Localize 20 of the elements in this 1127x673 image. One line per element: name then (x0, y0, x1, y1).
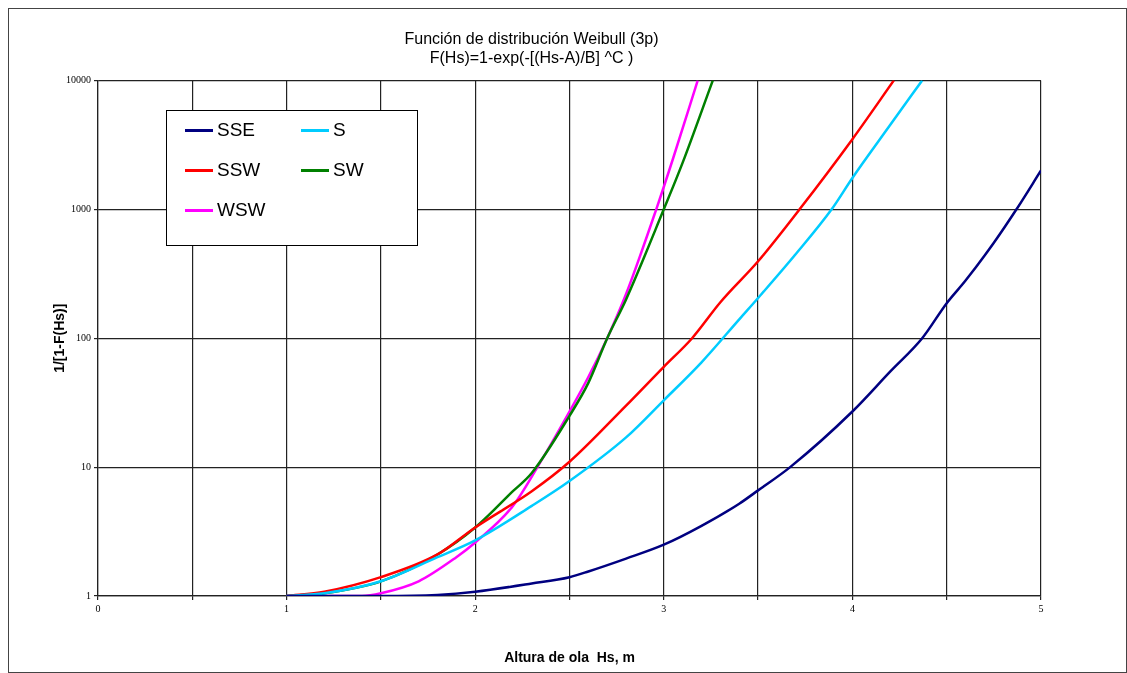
legend-label: S (333, 119, 346, 141)
legend-label: SSE (217, 119, 256, 141)
legend-label: SSW (217, 159, 261, 181)
x-tick-label: 4 (849, 602, 855, 614)
y-tick-label: 1000 (71, 202, 91, 214)
y-tick-label: 1 (86, 589, 91, 601)
x-tick-label: 0 (95, 602, 101, 614)
y-tick-label: 10 (81, 460, 91, 472)
chart-subtitle: F(Hs)=1-exp(-[(Hs-A)/B] ^C ) (429, 49, 634, 67)
x-tick-label: 3 (661, 602, 667, 614)
y-tick-label: 10000 (66, 74, 91, 86)
x-tick-label: 2 (472, 602, 478, 614)
x-tick-label: 5 (1038, 602, 1044, 614)
chart-title: Función de distribución Weibull (3p) (404, 30, 659, 48)
x-axis-title: Altura de ola Hs, m (504, 649, 635, 666)
x-tick-label: 1 (284, 602, 290, 614)
legend-label: WSW (217, 199, 266, 221)
y-axis-title: 1/[1-F(Hs)] (51, 303, 68, 373)
legend-label: SW (333, 159, 364, 181)
y-tick-label: 100 (76, 331, 91, 343)
